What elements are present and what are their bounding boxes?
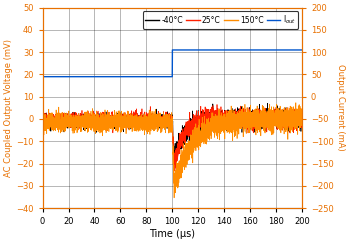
Legend: -40°C, 25°C, 150°C, I$_{out}$: -40°C, 25°C, 150°C, I$_{out}$ (143, 11, 298, 29)
Y-axis label: AC Coupled Output Voltage (mV): AC Coupled Output Voltage (mV) (4, 39, 13, 177)
X-axis label: Time (μs): Time (μs) (149, 229, 195, 239)
Y-axis label: Output Current (mA): Output Current (mA) (336, 64, 345, 151)
